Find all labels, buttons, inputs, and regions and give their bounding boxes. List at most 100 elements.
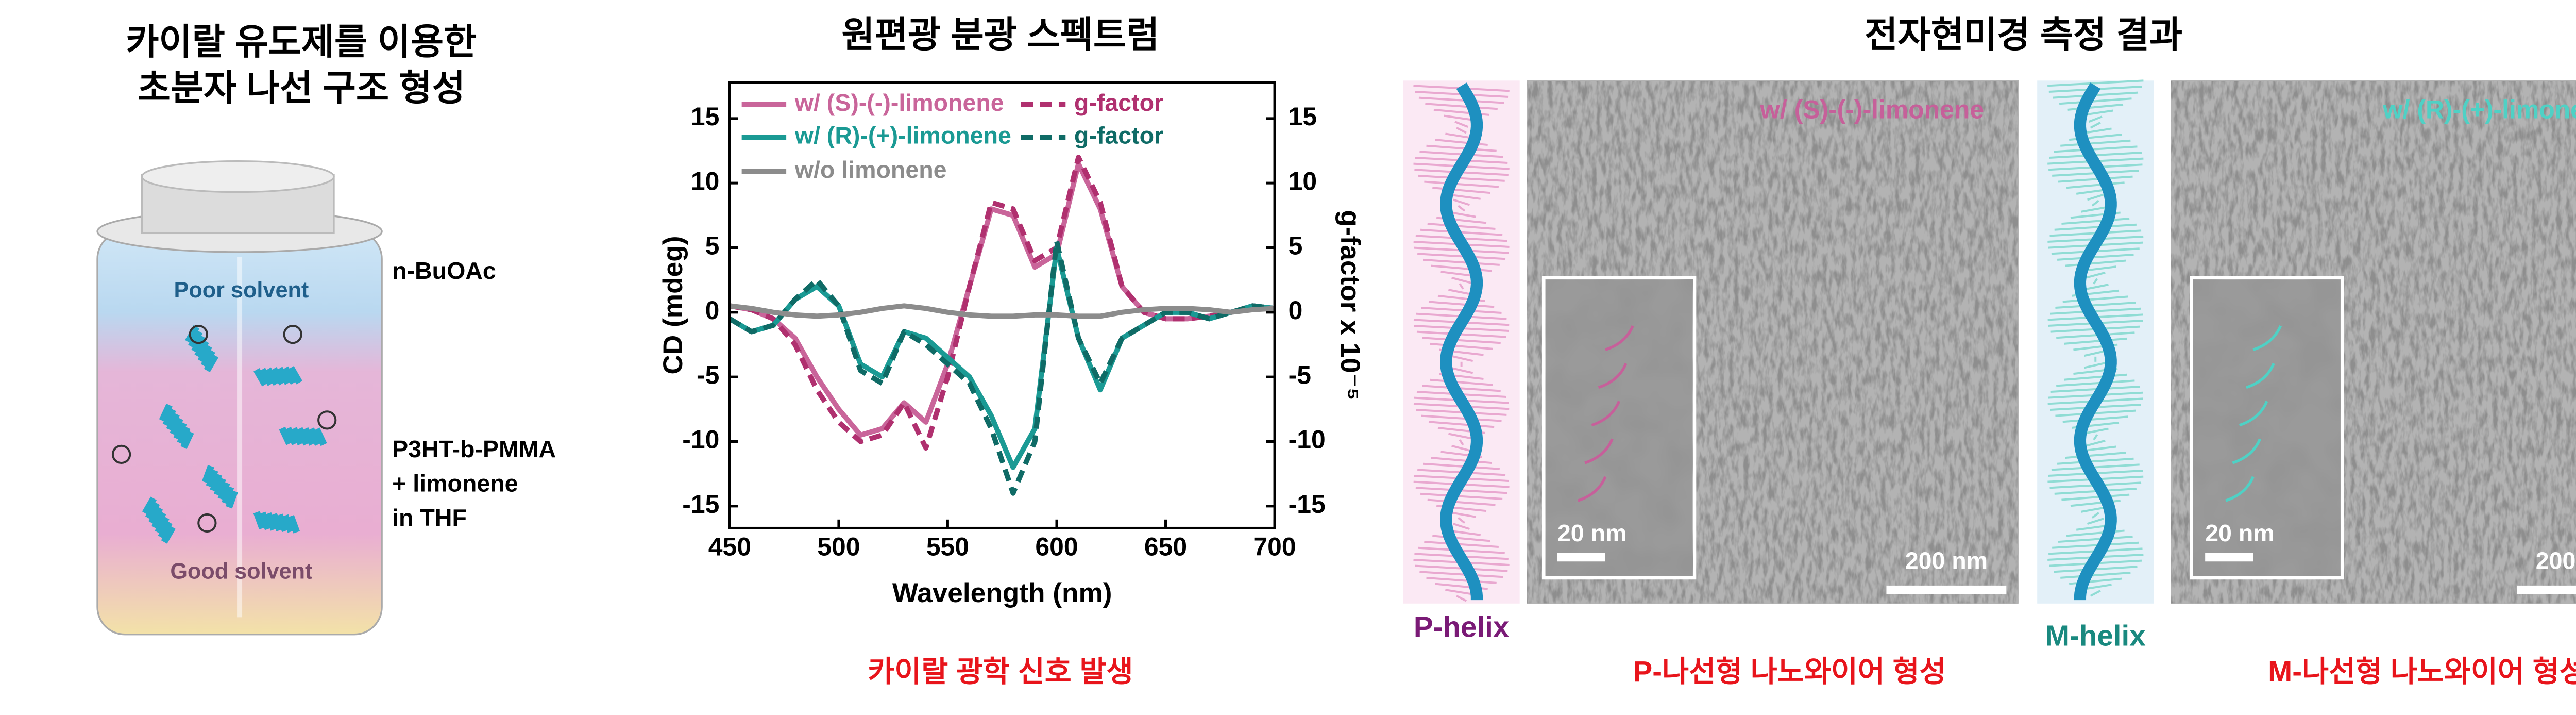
chart-caption: 카이랄 광학 신호 발생 (868, 655, 1133, 688)
twist-arrow (1584, 438, 1614, 464)
helix-rung (2085, 271, 2106, 279)
helix-rung (1428, 301, 1495, 308)
image-label: w/ (S)-(-)-limonene (1759, 95, 1984, 124)
helix-rung (2060, 571, 2131, 579)
solution-label: + limonene (392, 470, 518, 497)
inset-texture (2193, 279, 2341, 576)
helix-rung (2058, 175, 2133, 183)
helix-rung (2059, 97, 2132, 105)
solvent-name: n-BuOAc (392, 257, 496, 284)
image-caption: M-나선형 나노와이어 형성 (2268, 655, 2576, 688)
nanowire-segment (270, 513, 283, 531)
helix-rung (2062, 295, 2129, 303)
helix-rung (2054, 223, 2137, 231)
image-caption: P-나선형 나노와이어 형성 (1633, 655, 1946, 688)
helix-core (1440, 82, 1483, 601)
twist-arrow (2225, 476, 2255, 502)
y-axis-label: CD (mdeg) (658, 236, 688, 375)
helix-rung (2093, 434, 2098, 441)
x-tick-label: 550 (926, 533, 969, 561)
molecule (317, 410, 337, 430)
helix-rung (1430, 378, 1493, 386)
helix-rung (2062, 415, 2129, 423)
nanowire-segment (253, 511, 266, 530)
nanowire-segment (173, 421, 187, 440)
series-line (728, 238, 1275, 496)
helix-rung (1426, 576, 1497, 584)
nanowire-segment (159, 403, 173, 422)
helix-rung (1427, 223, 1496, 230)
y-tick-label: 0 (705, 296, 720, 325)
inset-scale-label: 20 nm (1557, 520, 1627, 546)
twist-arrow (1598, 363, 1628, 389)
helix-rung (1431, 264, 1492, 272)
helix-rung (1416, 330, 1506, 338)
molecules (111, 324, 337, 544)
helix-rung (2090, 590, 2101, 597)
helix-rung (2047, 79, 2144, 87)
nanowire-segment (217, 481, 230, 501)
inset-scale-label: 20 nm (2205, 520, 2275, 546)
scale-label: 200 nm (1905, 547, 1988, 574)
molecule (111, 444, 131, 464)
nanowire-segment (302, 427, 316, 446)
molecule (197, 513, 217, 533)
nanowire-segment (177, 426, 191, 445)
nanowire-segment (180, 430, 194, 450)
y2-tick-label: -5 (1289, 360, 1311, 389)
solvent-label: Good solvent (170, 559, 312, 584)
nanowire-segment (264, 512, 277, 531)
nanowire-segment (282, 514, 295, 533)
helix-rung (1458, 517, 1466, 524)
legend-label: w/ (R)-(+)-limonene (794, 122, 1011, 148)
molecule (283, 324, 302, 344)
x-tick-label: 450 (708, 533, 751, 561)
nanowire-segment (142, 496, 157, 515)
helix-rung (2083, 361, 2107, 369)
nanowire-segment (188, 330, 203, 348)
helix-rung (1421, 414, 1502, 422)
helix-rung (2061, 493, 2130, 501)
x-tick-label: 500 (817, 533, 860, 561)
nanowire-segment (204, 354, 219, 373)
nanowire-segment (287, 514, 300, 534)
nanowire-segment (145, 501, 160, 520)
y2-tick-label: -15 (1289, 490, 1326, 519)
twist-arrow (2239, 401, 2268, 427)
helix-rung (1418, 174, 1505, 182)
helix-rung (2063, 373, 2127, 381)
nanowire-segment (253, 368, 268, 387)
chart-title: 원편광 분광 스펙트럼 (841, 15, 1159, 55)
helix-rung (2091, 199, 2099, 207)
nanowire-segment (200, 349, 215, 368)
molecule (189, 324, 208, 344)
helix-rung (2058, 536, 2133, 543)
helix-rung (1431, 457, 1492, 464)
panel-title: 전자현미경 측정 결과 (1865, 15, 2182, 55)
nanowire-segment (155, 516, 170, 535)
helix-rung (1420, 492, 1503, 500)
nanowire-segment (166, 412, 180, 431)
helix-rung (2093, 278, 2098, 285)
image-label: w/ (R)-(+)-limonene (2382, 95, 2576, 124)
helix-label: M-helix (2045, 619, 2146, 652)
helix-rung (1456, 595, 1467, 602)
helix-rung (2082, 284, 2109, 291)
cap-top (141, 160, 335, 193)
nanowire-segment (210, 473, 223, 492)
nanowire-segment (201, 465, 214, 484)
nanowire-segment (284, 427, 298, 445)
helix-rung (2065, 259, 2126, 267)
helix-rung (1423, 258, 1500, 266)
helix-rung (1459, 439, 1464, 446)
solution-label: in THF (392, 504, 467, 531)
legend-label: g-factor (1074, 122, 1163, 148)
helix-rung (1450, 367, 1473, 374)
helix-rung (1453, 198, 1470, 206)
nanowire-segment (259, 511, 272, 530)
helix-rung (1432, 187, 1491, 194)
helix-rung (1424, 541, 1499, 548)
y2-axis-label: g-factor x 10⁻⁵ (1335, 210, 1365, 400)
